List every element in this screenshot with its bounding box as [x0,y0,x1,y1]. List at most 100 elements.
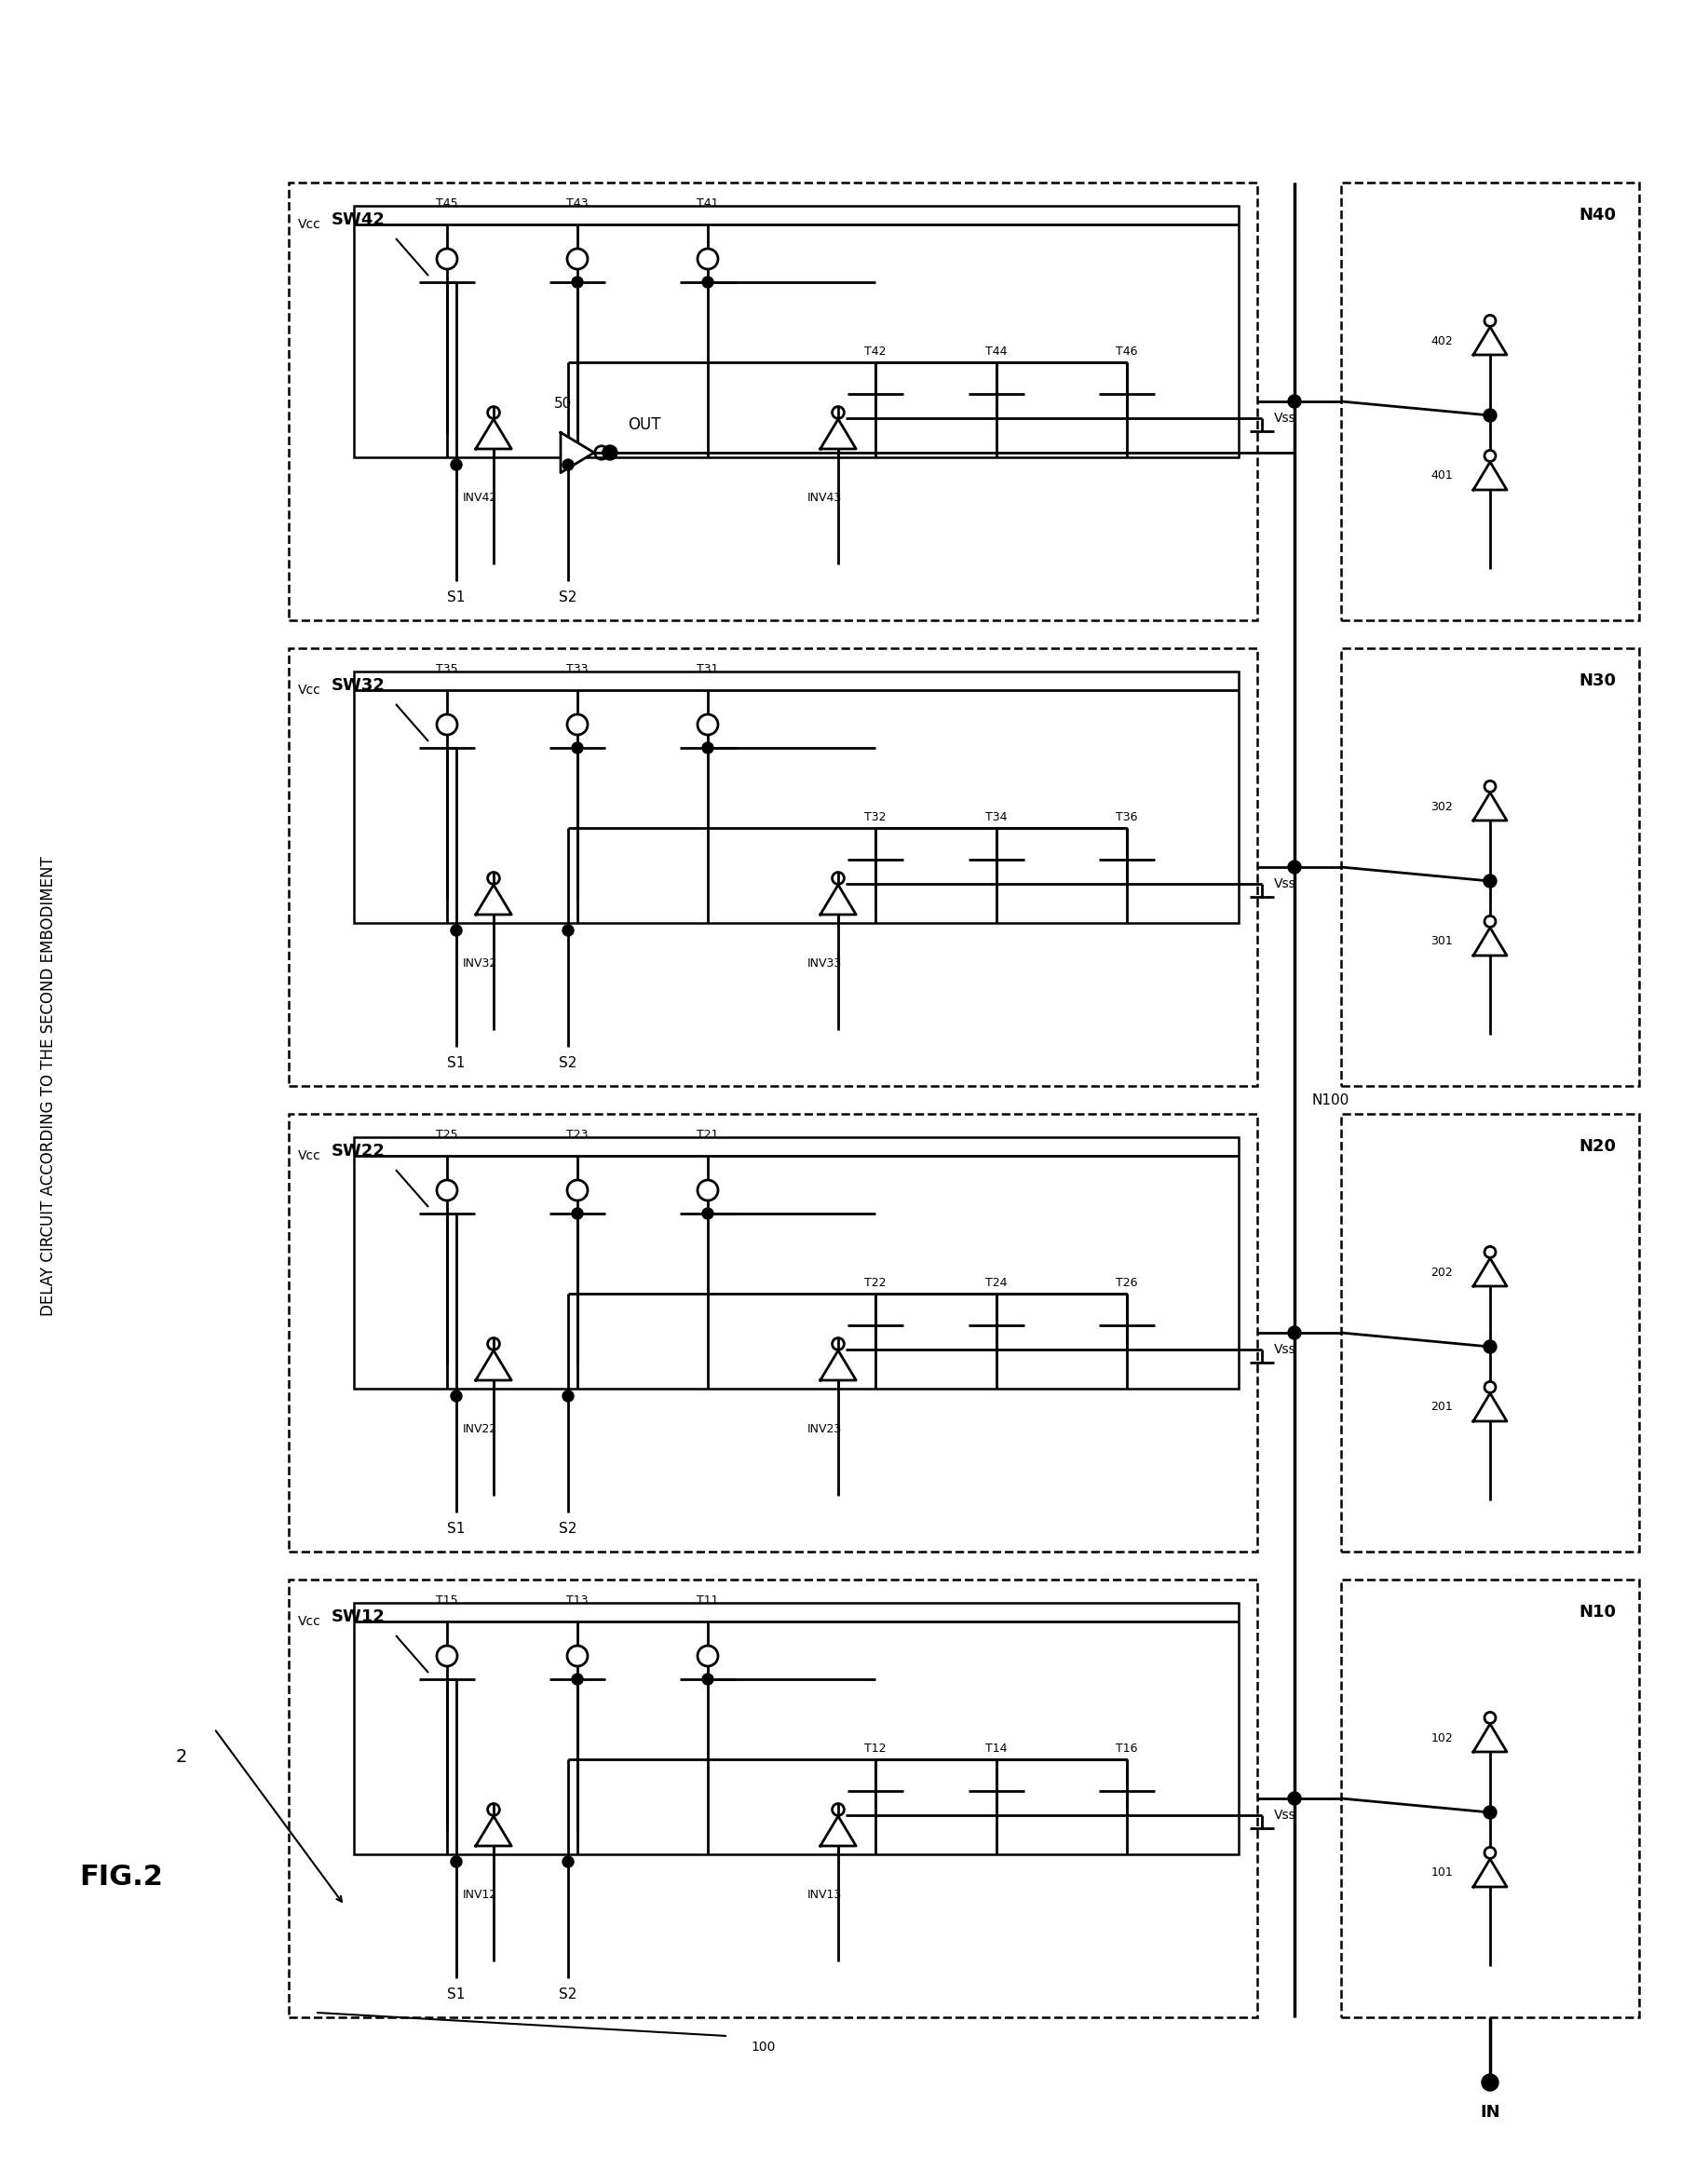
Polygon shape [1474,328,1506,356]
Circle shape [451,925,461,936]
Text: N100: N100 [1312,1094,1349,1107]
Circle shape [451,459,461,470]
Text: 101: 101 [1431,1868,1454,1879]
Polygon shape [1474,462,1506,490]
Bar [354,671,1238,923]
Bar [1341,1579,1640,2017]
Text: S1: S1 [447,591,465,604]
Text: N30: N30 [1578,673,1616,690]
Text: S1: S1 [447,1521,465,1536]
Polygon shape [477,1350,511,1380]
Text: S2: S2 [559,1055,577,1070]
Circle shape [451,1857,461,1868]
Text: T31: T31 [697,662,719,675]
Text: IN: IN [1481,2103,1500,2120]
Polygon shape [560,434,594,472]
Text: DELAY CIRCUIT ACCORDING TO THE SECOND EMBODIMENT: DELAY CIRCUIT ACCORDING TO THE SECOND EM… [39,856,56,1316]
Circle shape [702,1208,714,1219]
Text: SW12: SW12 [331,1609,386,1624]
Circle shape [572,742,582,753]
Text: SW22: SW22 [331,1143,386,1160]
Text: INV23: INV23 [806,1424,842,1434]
Text: INV42: INV42 [463,492,497,503]
Text: 202: 202 [1431,1266,1454,1279]
Polygon shape [477,1816,511,1846]
Text: T46: T46 [1115,345,1138,358]
Text: T24: T24 [986,1277,1008,1290]
Bar [289,1579,1257,2017]
Bar [289,649,1257,1085]
Text: INV32: INV32 [463,958,497,968]
Text: Vss: Vss [1274,412,1296,425]
Text: SW42: SW42 [331,211,386,229]
Bar [354,1603,1238,1855]
Text: S2: S2 [559,1521,577,1536]
Text: S2: S2 [559,591,577,604]
Text: Vss: Vss [1274,1810,1296,1823]
Text: INV22: INV22 [463,1424,497,1434]
Circle shape [562,459,574,470]
Circle shape [572,276,582,287]
Text: INV33: INV33 [806,958,842,968]
Text: S1: S1 [447,1055,465,1070]
Polygon shape [820,1350,856,1380]
Text: 301: 301 [1431,936,1454,947]
Bar [289,1113,1257,1551]
Circle shape [1288,1327,1301,1339]
Text: T33: T33 [567,662,588,675]
Text: S2: S2 [559,1987,577,2002]
Text: N20: N20 [1578,1139,1616,1154]
Polygon shape [1474,1258,1506,1286]
Text: T32: T32 [864,811,886,824]
Text: INV13: INV13 [806,1887,842,1900]
Text: INV12: INV12 [463,1887,497,1900]
Polygon shape [477,418,511,449]
Text: Vcc: Vcc [297,1616,321,1629]
Text: T44: T44 [986,345,1008,358]
Circle shape [562,1857,574,1868]
Text: T22: T22 [864,1277,886,1290]
Circle shape [702,1674,714,1685]
Circle shape [1484,1805,1496,1818]
Polygon shape [1474,1859,1506,1887]
Text: T35: T35 [436,662,458,675]
Circle shape [1288,861,1301,874]
Polygon shape [820,418,856,449]
Text: T25: T25 [436,1128,458,1141]
Polygon shape [1474,1723,1506,1751]
Text: Vcc: Vcc [297,684,321,697]
Text: T21: T21 [697,1128,719,1141]
Circle shape [702,276,714,287]
Text: Vss: Vss [1274,878,1296,891]
Text: T23: T23 [567,1128,588,1141]
Circle shape [603,444,617,459]
Text: 2: 2 [176,1747,188,1764]
Text: SW32: SW32 [331,677,386,695]
Circle shape [1288,1792,1301,1805]
Text: T26: T26 [1115,1277,1138,1290]
Text: N40: N40 [1578,207,1616,224]
Text: Vcc: Vcc [297,218,321,231]
Bar [354,205,1238,457]
Text: T16: T16 [1115,1743,1138,1754]
Text: 201: 201 [1431,1402,1454,1413]
Polygon shape [1474,1393,1506,1421]
Text: T42: T42 [864,345,886,358]
Text: T43: T43 [567,198,588,209]
Circle shape [572,1674,582,1685]
Text: T14: T14 [986,1743,1008,1754]
Bar [354,1137,1238,1389]
Polygon shape [477,884,511,915]
Polygon shape [820,1816,856,1846]
Circle shape [451,1391,461,1402]
Text: INV43: INV43 [806,492,842,503]
Polygon shape [1474,928,1506,956]
Text: 302: 302 [1431,800,1454,813]
Circle shape [562,1391,574,1402]
Circle shape [562,925,574,936]
Text: Vcc: Vcc [297,1150,321,1163]
Text: 402: 402 [1431,334,1454,347]
Bar [289,183,1257,621]
Polygon shape [820,884,856,915]
Text: S1: S1 [447,1987,465,2002]
